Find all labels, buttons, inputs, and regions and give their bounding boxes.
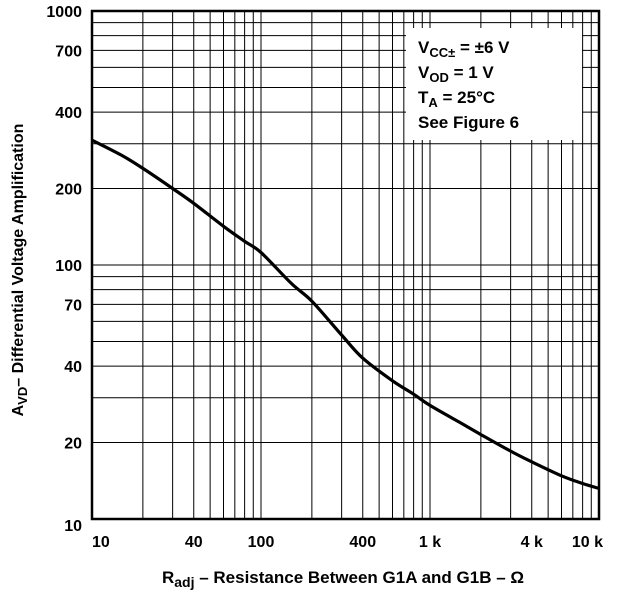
x-tick-label: 40: [185, 534, 203, 551]
y-tick-label: 200: [55, 182, 82, 199]
y-tick-label: 1000: [46, 4, 82, 21]
x-axis-label: Radj – Resistance Between G1A and G1B – …: [162, 568, 524, 590]
y-tick-label: 700: [55, 43, 82, 60]
x-tick-label: 4 k: [521, 534, 543, 551]
plot-frame: [90, 9, 601, 521]
annotation-line: TA = 25°C: [418, 88, 495, 110]
annotation-line: See Figure 6: [418, 113, 519, 132]
y-tick-label: 20: [64, 436, 82, 453]
series-curve-group: [91, 138, 600, 490]
tick-labels: 10 40 100 400 1 k 4 k 10 k 1000 700 400 200 100 70 40…: [46, 4, 603, 551]
x-tick-label: 1 k: [419, 534, 441, 551]
x-tick-label: 400: [349, 534, 376, 551]
y-axis-label: AVD– Differential Voltage Amplification: [10, 124, 30, 417]
y-tick-label: 40: [64, 359, 82, 376]
y-tick-label: 10: [64, 518, 82, 535]
annotation-line: VOD = 1 V: [418, 63, 494, 85]
axis-labels: Radj – Resistance Between G1A and G1B – …: [10, 124, 524, 590]
y-tick-label: 400: [55, 105, 82, 122]
y-tick-label: 100: [55, 258, 82, 275]
series-line: [91, 138, 600, 490]
annotation-background: [406, 28, 582, 140]
x-tick-label: 100: [248, 534, 275, 551]
y-tick-label: 70: [64, 297, 82, 314]
x-tick-label: 10 k: [572, 534, 603, 551]
annotation-line: VCC± = ±6 V: [418, 38, 510, 60]
x-tick-label: 10: [92, 534, 110, 551]
annotation-box: VCC± = ±6 V VOD = 1 V TA = 25°C See Figure …: [406, 28, 582, 140]
